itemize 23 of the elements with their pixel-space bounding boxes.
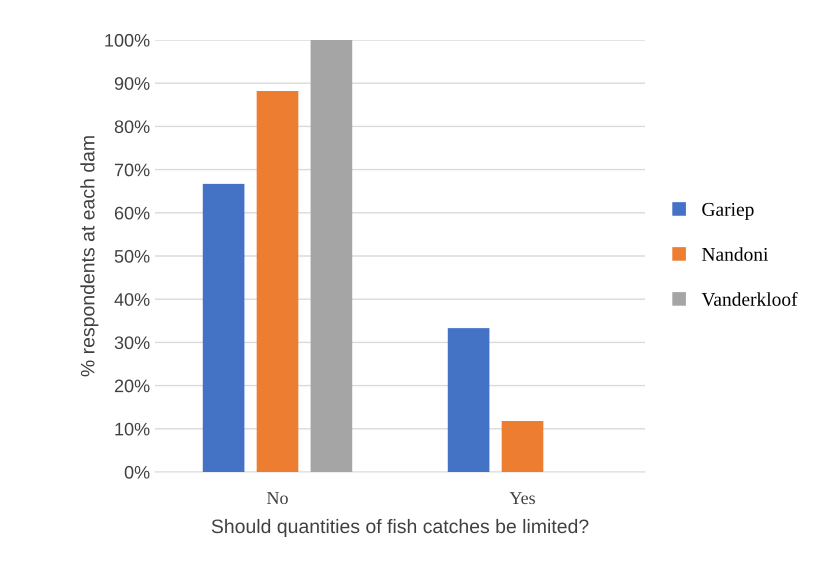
y-axis-title: % respondents at each dam [80, 136, 98, 376]
y-tick-label: 0% [124, 466, 150, 479]
x-tick-label: No [266, 492, 288, 504]
y-tick-label: 90% [114, 77, 150, 90]
bar [256, 90, 298, 472]
y-tick-label: 80% [114, 120, 150, 134]
x-tick-label: Yes [510, 492, 535, 504]
y-tick-label: 10% [115, 422, 150, 436]
legend-label: Vanderkloof [702, 292, 798, 306]
x-axis-title: Should quantities of fish catches be limited? [212, 518, 588, 538]
bar [448, 328, 490, 472]
bar [202, 184, 244, 472]
bar [502, 421, 544, 472]
y-tick-label: 100% [105, 34, 150, 47]
y-tick-label: 20% [114, 380, 150, 392]
y-tick-label: 30% [114, 336, 150, 350]
y-tick-label: 50% [114, 250, 150, 263]
y-tick-label: 70% [114, 164, 150, 176]
legend-label: Gariep [702, 202, 754, 220]
bar [310, 40, 352, 472]
legend-label: Nandoni [702, 247, 768, 261]
y-tick-label: 40% [114, 293, 150, 306]
y-tick-label: 60% [114, 206, 150, 220]
